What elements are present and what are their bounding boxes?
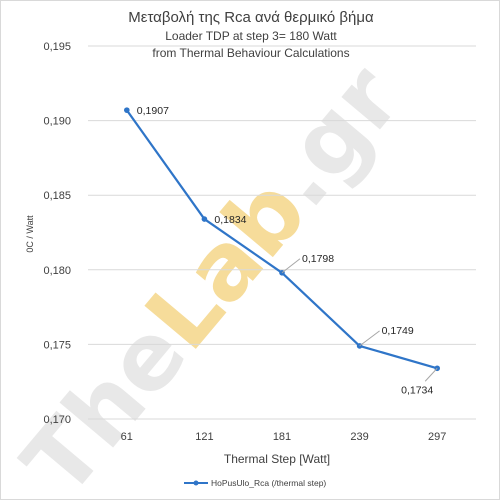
y-tick-label: 0,170: [43, 414, 71, 426]
chart-title: Μεταβολή της Rca ανά θερμικό βήμα: [128, 9, 374, 26]
y-tick-label: 0,185: [43, 190, 71, 202]
chart-subtitle-2: from Thermal Behaviour Calculations: [152, 46, 349, 60]
legend-entry: HoPusUlo_Rca (/thermal step): [211, 478, 326, 488]
x-axis-title: Thermal Step [Watt]: [224, 452, 330, 466]
x-tick-labels: 61 121 181 239 297: [121, 431, 447, 443]
x-tick-label: 239: [350, 431, 368, 443]
data-label-leader: [424, 367, 438, 382]
x-tick-label: 181: [273, 431, 291, 443]
data-point: [124, 107, 130, 113]
y-axis-title: 0C / Watt: [25, 215, 35, 253]
y-tick-label: 0,190: [43, 116, 71, 128]
data-label: 0,1798: [302, 253, 334, 265]
data-label: 0,1834: [214, 214, 246, 226]
y-tick-labels: 0,170 0,175 0,180 0,185 0,190 0,195: [43, 41, 71, 426]
data-label-leader: [359, 330, 380, 347]
x-tick-label: 61: [121, 431, 133, 443]
x-tick-label: 297: [428, 431, 446, 443]
data-label: 0,1907: [137, 105, 169, 117]
legend: HoPusUlo_Rca (/thermal step): [184, 478, 326, 488]
y-tick-label: 0,195: [43, 41, 71, 53]
data-point: [201, 216, 208, 222]
chart-subtitle-1: Loader TDP at step 3= 180 Watt: [165, 29, 337, 43]
y-tick-label: 0,180: [43, 265, 71, 277]
data-label: 0,1734: [401, 384, 433, 396]
data-label: 0,1749: [382, 325, 414, 337]
data-labels: 0,1907 0,1834 0,1798 0,1749 0,1734: [137, 105, 438, 396]
data-label-leader: [281, 258, 301, 274]
legend-point-marker: [193, 480, 199, 486]
y-tick-label: 0,175: [43, 339, 71, 351]
x-tick-label: 121: [195, 431, 213, 443]
gridlines: [88, 45, 476, 420]
